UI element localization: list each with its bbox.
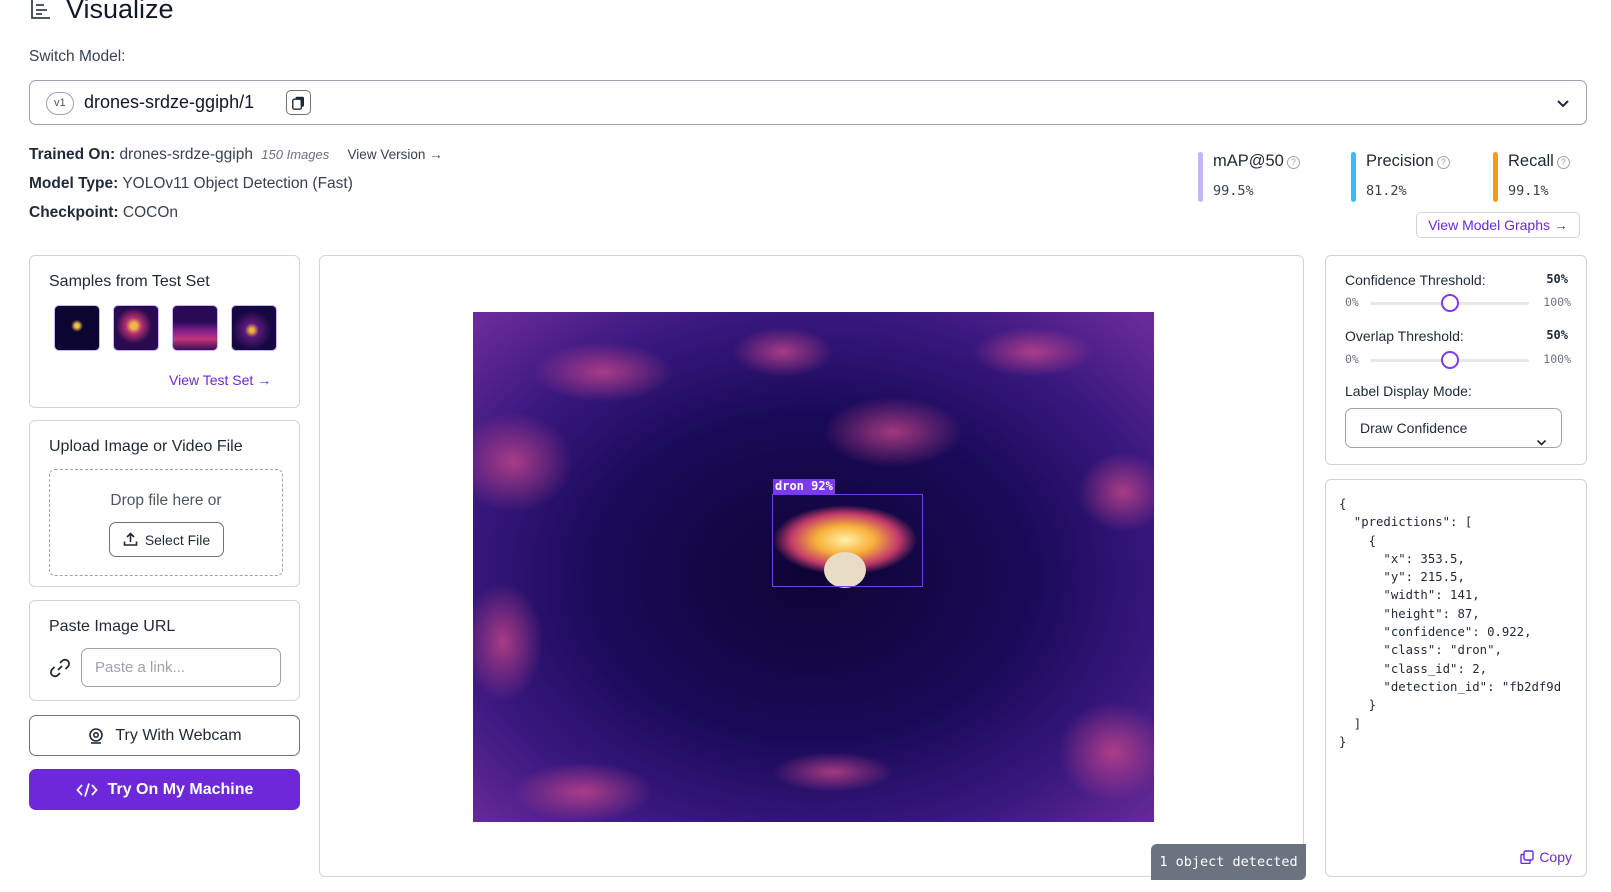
model-type-label: Model Type: [29, 175, 119, 192]
upload-card: Upload Image or Video File Drop file her… [29, 420, 300, 587]
metric-name: Recall [1508, 152, 1554, 170]
copy-json-label: Copy [1539, 849, 1572, 865]
checkpoint-row: Checkpoint: COCOn [29, 204, 178, 222]
slider-fill [1370, 359, 1450, 362]
settings-card: Confidence Threshold: 50% 0% 100% Overla… [1325, 255, 1587, 465]
upload-title: Upload Image or Video File [49, 438, 243, 455]
file-dropzone[interactable]: Drop file here or Select File [49, 469, 283, 576]
model-type-value: YOLOv11 Object Detection (Fast) [122, 175, 353, 192]
confidence-value: 50% [1546, 272, 1568, 286]
switch-model-label: Switch Model: [29, 48, 126, 65]
try-webcam-label: Try With Webcam [115, 726, 242, 744]
sample-thumbnail[interactable] [172, 305, 218, 351]
detection-count-badge: 1 object detected [1151, 844, 1306, 880]
metric-value: 81.2% [1366, 183, 1407, 199]
copy-json-button[interactable]: Copy [1520, 849, 1572, 865]
paste-url-card: Paste Image URL [29, 600, 300, 701]
image-url-input[interactable] [81, 648, 281, 687]
metric-name: mAP@50 [1213, 152, 1284, 170]
version-pill: v1 [46, 92, 74, 115]
samples-card: Samples from Test Set View Test Set → [29, 255, 300, 408]
link-icon [49, 658, 71, 683]
metric-value: 99.1% [1508, 183, 1549, 199]
trained-on-label: Trained On: [29, 146, 116, 163]
drop-text: Drop file here or [110, 492, 222, 509]
copy-icon [292, 96, 304, 110]
sample-thumbnail[interactable] [231, 305, 277, 351]
slider-min: 0% [1345, 352, 1359, 366]
checkpoint-label: Checkpoint: [29, 204, 119, 221]
trained-on-row: Trained On: drones-srdze-ggiph 150 Image… [29, 146, 443, 164]
chevron-down-icon [1536, 423, 1547, 461]
chevron-down-icon [1556, 96, 1570, 114]
slider-track[interactable] [1370, 351, 1529, 369]
slider-fill [1370, 302, 1450, 305]
samples-title: Samples from Test Set [49, 273, 210, 290]
sample-thumbnail[interactable] [54, 305, 100, 351]
model-select[interactable]: v1 drones-srdze-ggiph/1 [29, 80, 1587, 125]
label-mode-value: Draw Confidence [1360, 420, 1468, 436]
view-test-set-link[interactable]: View Test Set → [169, 372, 272, 388]
try-on-machine-label: Try On My Machine [107, 780, 254, 798]
confidence-label: Confidence Threshold: [1345, 272, 1486, 288]
slider-knob[interactable] [1440, 351, 1459, 369]
select-file-label: Select File [144, 531, 211, 548]
code-icon [75, 782, 98, 797]
webcam-icon [89, 727, 104, 744]
json-output: { "predictions": [ { "x": 353.5, "y": 21… [1339, 497, 1562, 749]
detection-label: dron 92% [773, 479, 835, 494]
help-icon[interactable]: ? [1436, 156, 1450, 169]
slider-max: 100% [1543, 352, 1571, 366]
page-title: Visualize [66, 0, 174, 24]
label-mode-label: Label Display Mode: [1345, 383, 1472, 399]
thermal-image: dron 92% [473, 312, 1154, 822]
trained-on-value: drones-srdze-ggiph [119, 146, 253, 163]
view-version-link[interactable]: View Version → [347, 147, 443, 162]
paste-url-title: Paste Image URL [49, 618, 176, 635]
model-name: drones-srdze-ggiph/1 [84, 92, 255, 112]
metric-bar [1493, 152, 1498, 202]
help-icon[interactable]: ? [1286, 156, 1300, 169]
try-on-machine-button[interactable]: Try On My Machine [29, 769, 300, 810]
images-count: 150 Images [261, 147, 330, 162]
upload-icon [123, 532, 138, 546]
slider-min: 0% [1345, 295, 1359, 309]
list-lines-icon [30, 0, 52, 20]
overlap-label: Overlap Threshold: [1345, 328, 1464, 344]
label-mode-select[interactable]: Draw Confidence [1345, 408, 1562, 448]
detection-box[interactable]: dron 92% [772, 479, 923, 587]
checkpoint-value: COCOn [122, 204, 178, 221]
metric-name: Precision [1366, 152, 1434, 170]
overlap-value: 50% [1546, 328, 1568, 342]
view-model-graphs-button[interactable]: View Model Graphs → [1416, 212, 1580, 238]
confidence-slider[interactable]: 0% 100% [1345, 294, 1571, 312]
copy-icon [1520, 850, 1535, 864]
slider-track[interactable] [1370, 294, 1529, 312]
metric-value: 99.5% [1213, 183, 1254, 199]
try-webcam-button[interactable]: Try With Webcam [29, 715, 300, 756]
sample-thumbnail[interactable] [113, 305, 159, 351]
json-output-card: { "predictions": [ { "x": 353.5, "y": 21… [1325, 479, 1587, 877]
help-icon[interactable]: ? [1556, 156, 1570, 169]
metric-bar [1351, 152, 1356, 202]
model-type-row: Model Type: YOLOv11 Object Detection (Fa… [29, 175, 353, 193]
overlap-slider[interactable]: 0% 100% [1345, 351, 1571, 369]
slider-max: 100% [1543, 295, 1571, 309]
select-file-button[interactable]: Select File [109, 522, 224, 557]
inference-viewer: dron 92% 1 object detected [319, 255, 1306, 880]
copy-model-id-button[interactable] [286, 90, 311, 115]
metric-bar [1198, 152, 1203, 202]
slider-knob[interactable] [1440, 294, 1459, 312]
